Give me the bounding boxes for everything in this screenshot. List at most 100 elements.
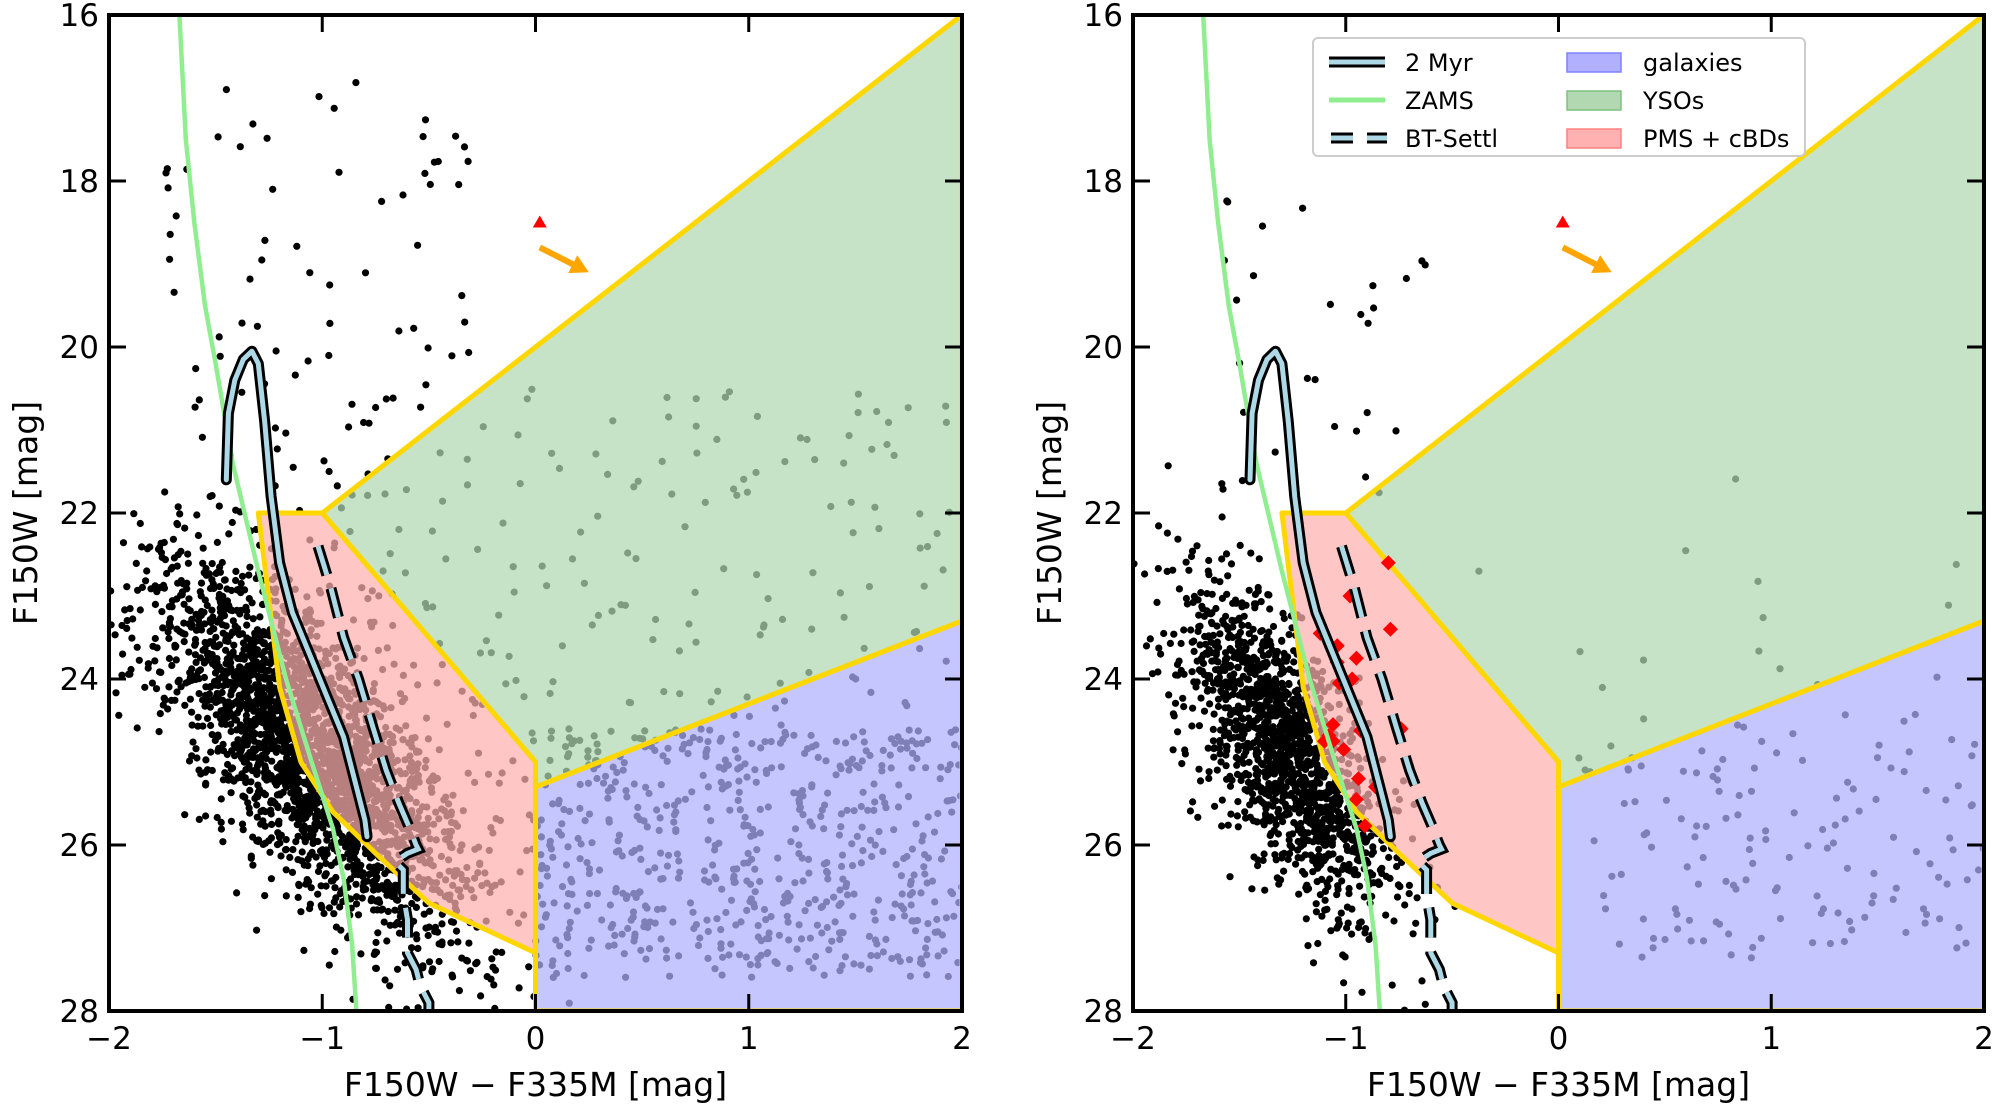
data-point bbox=[214, 747, 222, 755]
data-point bbox=[1204, 744, 1212, 752]
data-point bbox=[236, 663, 244, 671]
data-point bbox=[1236, 708, 1244, 716]
data-point bbox=[1183, 600, 1191, 608]
data-point bbox=[1258, 708, 1266, 716]
data-point bbox=[233, 586, 241, 594]
data-point bbox=[224, 637, 232, 646]
data-point bbox=[253, 801, 261, 809]
data-point bbox=[464, 157, 472, 165]
data-point bbox=[230, 641, 238, 649]
data-point bbox=[237, 606, 245, 615]
data-point bbox=[271, 424, 279, 432]
data-point bbox=[1285, 759, 1293, 767]
y-tick-label: 26 bbox=[60, 828, 99, 864]
data-point bbox=[164, 628, 172, 636]
data-point bbox=[1302, 915, 1310, 923]
data-point bbox=[1378, 864, 1386, 872]
data-point bbox=[1210, 710, 1218, 718]
data-point bbox=[1315, 845, 1323, 853]
data-point bbox=[1148, 670, 1157, 678]
data-point bbox=[165, 654, 173, 663]
data-point bbox=[151, 634, 159, 643]
data-point bbox=[227, 659, 235, 667]
data-point bbox=[377, 863, 385, 872]
data-point bbox=[1314, 864, 1322, 872]
data-point bbox=[132, 559, 140, 568]
data-point bbox=[1260, 821, 1268, 829]
data-point bbox=[178, 629, 186, 637]
data-point bbox=[208, 560, 216, 568]
data-point bbox=[181, 524, 189, 532]
data-point bbox=[1281, 765, 1289, 774]
data-point bbox=[1179, 694, 1187, 702]
data-point bbox=[234, 654, 242, 663]
y-tick-label: 16 bbox=[60, 0, 99, 34]
data-point bbox=[1223, 654, 1231, 662]
data-point bbox=[236, 721, 244, 729]
data-point bbox=[119, 539, 128, 547]
data-point bbox=[386, 982, 394, 990]
data-point bbox=[181, 701, 189, 709]
data-point bbox=[1234, 798, 1242, 806]
data-point bbox=[123, 617, 131, 625]
data-point bbox=[208, 606, 216, 614]
data-point bbox=[223, 698, 231, 706]
data-point bbox=[1288, 765, 1296, 773]
data-point bbox=[254, 781, 262, 789]
data-point bbox=[1242, 769, 1250, 778]
data-point bbox=[1214, 702, 1223, 711]
data-point bbox=[250, 649, 258, 657]
data-point bbox=[1301, 711, 1309, 719]
data-point bbox=[175, 676, 183, 684]
data-point bbox=[198, 433, 206, 441]
data-point bbox=[1207, 618, 1216, 626]
data-point bbox=[267, 834, 275, 842]
data-point bbox=[253, 926, 261, 934]
data-point bbox=[1238, 621, 1246, 630]
data-point bbox=[1319, 772, 1328, 780]
data-point bbox=[1230, 708, 1238, 716]
data-point bbox=[192, 365, 200, 373]
data-point bbox=[304, 357, 312, 365]
data-point bbox=[260, 703, 268, 711]
data-point bbox=[390, 891, 398, 899]
data-point bbox=[1205, 571, 1213, 579]
data-point bbox=[1234, 632, 1242, 640]
data-point bbox=[325, 467, 333, 476]
data-point bbox=[115, 711, 123, 719]
data-point bbox=[1218, 555, 1226, 563]
data-point bbox=[1283, 714, 1291, 722]
data-point bbox=[1243, 685, 1251, 693]
data-point bbox=[1171, 699, 1180, 707]
data-point bbox=[368, 896, 377, 904]
data-point bbox=[1239, 715, 1247, 723]
data-point bbox=[375, 896, 383, 904]
data-point bbox=[1277, 691, 1285, 699]
data-point bbox=[1142, 642, 1151, 650]
data-point bbox=[216, 352, 224, 360]
data-point bbox=[1235, 691, 1243, 699]
data-point bbox=[303, 792, 312, 800]
data-point bbox=[304, 781, 312, 789]
data-point bbox=[250, 721, 258, 730]
data-point bbox=[1332, 788, 1340, 796]
data-point bbox=[248, 599, 256, 607]
data-point bbox=[1263, 702, 1271, 710]
data-point bbox=[159, 624, 167, 632]
data-point bbox=[1216, 737, 1224, 745]
data-point bbox=[227, 765, 235, 773]
data-point bbox=[393, 965, 402, 973]
data-point bbox=[1271, 675, 1279, 683]
data-point bbox=[227, 691, 235, 699]
data-point bbox=[1353, 856, 1361, 864]
data-point bbox=[1224, 821, 1232, 829]
data-point bbox=[1279, 753, 1287, 761]
data-point bbox=[1293, 787, 1301, 795]
data-point bbox=[119, 650, 127, 658]
data-point bbox=[1250, 634, 1259, 642]
data-point bbox=[194, 713, 202, 721]
data-point bbox=[1164, 462, 1172, 470]
data-point bbox=[357, 950, 365, 958]
data-point bbox=[498, 948, 506, 957]
